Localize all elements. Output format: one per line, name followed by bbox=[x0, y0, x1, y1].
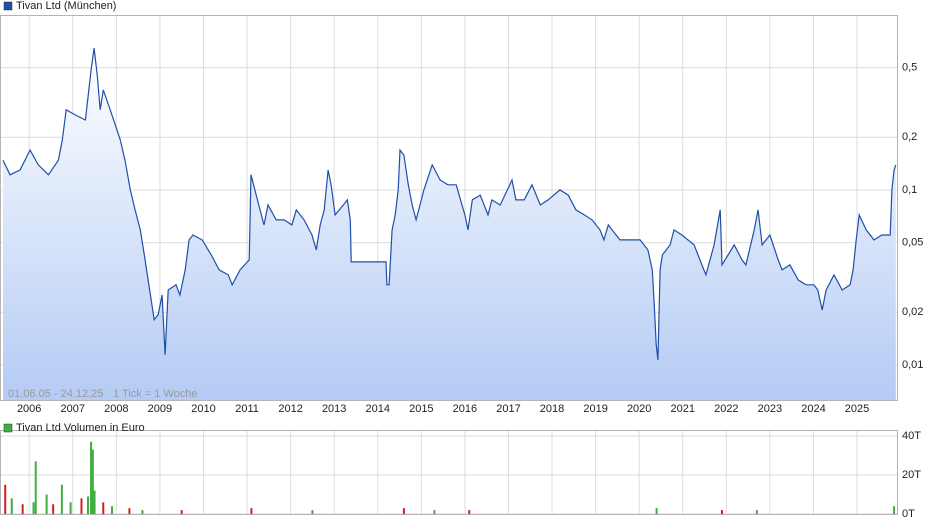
y-tick-label: 20T bbox=[902, 469, 921, 481]
tick-info: 1 Tick = 1 Woche bbox=[113, 388, 197, 400]
x-tick-label: 2021 bbox=[671, 403, 695, 415]
x-tick-label: 2015 bbox=[409, 403, 433, 415]
x-tick-label: 2023 bbox=[758, 403, 782, 415]
y-tick-label: 0,5 bbox=[902, 62, 917, 74]
volume-bar bbox=[102, 502, 105, 514]
volume-bar bbox=[45, 494, 48, 514]
plot-frame bbox=[0, 430, 898, 515]
x-tick-label: 2019 bbox=[583, 403, 607, 415]
y-tick-label: 0,02 bbox=[902, 306, 923, 318]
volume-bar bbox=[180, 510, 183, 514]
x-tick-label: 2011 bbox=[235, 403, 259, 415]
volume-bar bbox=[141, 510, 144, 514]
legend-swatch bbox=[3, 423, 13, 433]
x-tick-label: 2013 bbox=[322, 403, 346, 415]
x-tick-label: 2016 bbox=[453, 403, 477, 415]
y-tick-label: 40T bbox=[902, 430, 921, 442]
x-tick-label: 2024 bbox=[801, 403, 825, 415]
y-tick-label: 0,2 bbox=[902, 131, 917, 143]
x-tick-label: 2020 bbox=[627, 403, 651, 415]
x-tick-label: 2018 bbox=[540, 403, 564, 415]
x-tick-label: 2010 bbox=[191, 403, 215, 415]
date-range: 01.06.05 - 24.12.25 bbox=[8, 388, 103, 400]
y-tick-label: 0T bbox=[902, 508, 915, 520]
y-tick-label: 0,1 bbox=[902, 184, 917, 196]
x-tick-label: 2017 bbox=[496, 403, 520, 415]
legend-swatch bbox=[3, 1, 13, 11]
volume-bar bbox=[110, 506, 113, 514]
volume-bar bbox=[34, 461, 37, 514]
volume-bar bbox=[10, 498, 13, 514]
volume-bar bbox=[91, 449, 94, 514]
volume-bar bbox=[32, 502, 35, 514]
plot-frame bbox=[0, 15, 898, 401]
volume-bar bbox=[128, 508, 131, 514]
y-tick-label: 0,01 bbox=[902, 359, 923, 371]
volume-bar bbox=[93, 490, 96, 514]
x-tick-label: 2007 bbox=[61, 403, 85, 415]
volume-bar bbox=[402, 508, 405, 514]
x-tick-label: 2009 bbox=[148, 403, 172, 415]
legend-label: Tivan Ltd Volumen in Euro bbox=[16, 422, 145, 434]
volume-bar bbox=[80, 498, 83, 514]
x-tick-label: 2022 bbox=[714, 403, 738, 415]
volume-bar bbox=[52, 504, 55, 514]
x-tick-label: 2014 bbox=[366, 403, 390, 415]
x-tick-label: 2025 bbox=[845, 403, 869, 415]
volume-bar bbox=[21, 504, 24, 514]
volume-bar bbox=[655, 508, 658, 514]
volume-bar bbox=[69, 502, 72, 514]
volume-bar bbox=[755, 510, 758, 514]
legend-label: Tivan Ltd (München) bbox=[16, 0, 116, 12]
x-tick-label: 2008 bbox=[104, 403, 128, 415]
volume-bar bbox=[720, 510, 723, 514]
volume-bar bbox=[311, 510, 314, 514]
volume-bar bbox=[893, 506, 896, 514]
area bbox=[3, 48, 896, 400]
volume-bar bbox=[90, 441, 93, 514]
y-tick-label: 0,05 bbox=[902, 237, 923, 249]
volume-bar bbox=[87, 496, 90, 514]
volume-bar bbox=[60, 484, 63, 514]
volume-bar bbox=[468, 510, 471, 514]
volume-bar bbox=[250, 508, 253, 514]
price-line bbox=[2, 47, 897, 360]
volume-bar bbox=[433, 510, 436, 514]
x-tick-label: 2012 bbox=[278, 403, 302, 415]
volume-bar bbox=[4, 484, 7, 514]
x-tick-label: 2006 bbox=[17, 403, 41, 415]
